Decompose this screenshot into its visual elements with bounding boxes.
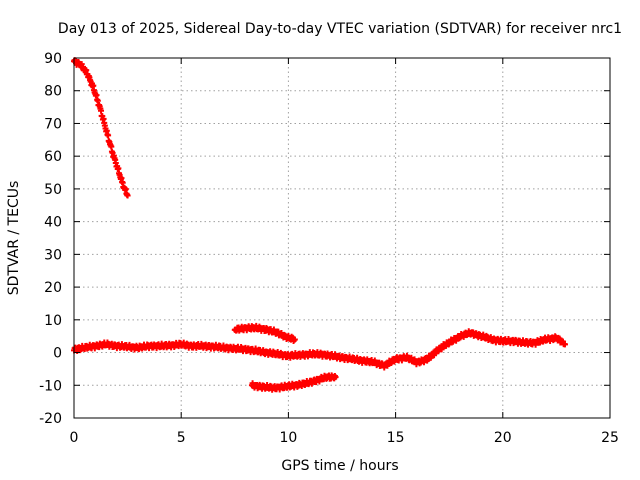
y-tick-label: -20 [39,411,62,427]
series-track-main [71,328,568,371]
y-tick-label: 20 [44,280,62,296]
series-track-upper-arc [231,322,298,344]
data-point [124,192,131,199]
y-tick-label: 0 [53,346,62,362]
series-track-lower-arc [248,372,339,393]
y-tick-label: 90 [44,51,62,67]
x-tick-label: 20 [494,430,512,446]
plot-frame [73,57,611,419]
x-tick-label: 0 [70,430,79,446]
x-tick-label: 25 [601,430,619,446]
data-point [108,143,115,150]
y-tick-label: 10 [44,313,62,329]
x-tick-label: 10 [279,430,297,446]
y-tick-label: 60 [44,149,62,165]
y-tick-label: -10 [39,378,62,394]
x-axis-label: GPS time / hours [281,458,398,474]
data-point [98,107,105,114]
y-axis-label: SDTVAR / TECUs [6,181,22,296]
data-point [105,132,112,139]
y-tick-label: 30 [44,247,62,263]
series-track-high-decay [71,57,131,199]
data-marks [71,57,568,393]
axis-ticks: 0 5 10 15 20 25 -20 -10 0 10 20 30 40 50 60 70 80 90 [39,51,619,446]
y-tick-label: 40 [44,215,62,231]
y-tick-label: 50 [44,182,62,198]
x-tick-label: 5 [177,430,186,446]
data-point [332,374,339,381]
x-tick-label: 15 [387,430,405,446]
y-tick-label: 80 [44,84,62,100]
y-tick-label: 70 [44,116,62,132]
chart-title: Day 013 of 2025, Sidereal Day-to-day VTE… [58,21,622,37]
data-point [561,341,568,348]
data-point [291,336,298,343]
grid-lines [74,58,610,418]
